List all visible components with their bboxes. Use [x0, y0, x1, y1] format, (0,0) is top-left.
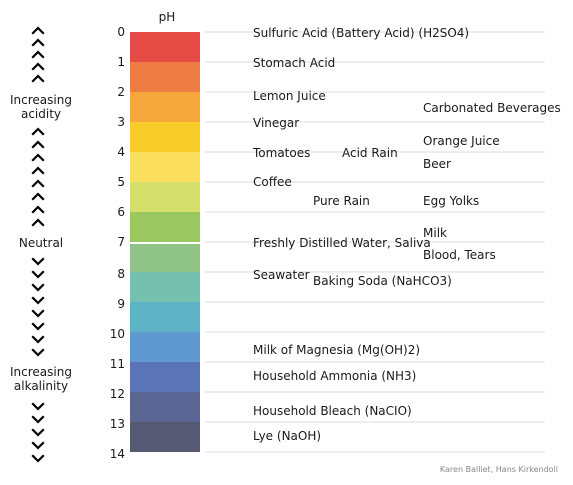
ph-band-1	[130, 62, 200, 92]
chevron-up-icon	[31, 179, 45, 188]
substance-label: Household Bleach (NaCIO)	[253, 404, 412, 418]
gridlines	[205, 31, 545, 453]
chevron-down-icon	[31, 257, 45, 266]
chevron-down-icon	[31, 454, 45, 463]
ph-tick-14: 14	[110, 447, 125, 461]
ph-band-12	[130, 392, 200, 422]
substance-labels: Sulfuric Acid (Battery Acid) (H2SO4) Sto…	[252, 26, 561, 443]
ph-band-6	[130, 212, 200, 242]
chevron-up-icon	[31, 74, 45, 83]
ph-band-11	[130, 362, 200, 392]
chevron-down-icon	[31, 309, 45, 318]
substance-label: Household Ammonia (NH3)	[253, 369, 416, 383]
chevron-up-icon	[31, 218, 45, 227]
substance-label: Blood, Tears	[423, 248, 496, 262]
neutral-label: Neutral	[19, 236, 63, 250]
ph-tick-12: 12	[110, 387, 125, 401]
increasing-acidity-arrows	[31, 26, 45, 227]
ph-tick-5: 5	[117, 175, 125, 189]
ph-tick-8: 8	[117, 267, 125, 281]
chevron-down-icon	[31, 283, 45, 292]
chevron-up-icon	[31, 62, 45, 71]
ph-tick-7: 7	[117, 235, 125, 249]
chevron-down-icon	[31, 402, 45, 411]
ph-tick-9: 9	[117, 297, 125, 311]
ph-band-4	[130, 152, 200, 182]
chevron-up-icon	[31, 38, 45, 47]
ph-color-bar	[130, 32, 200, 452]
substance-label: Carbonated Beverages	[423, 101, 561, 115]
substance-label: Sulfuric Acid (Battery Acid) (H2SO4)	[253, 26, 469, 40]
chevron-up-icon	[31, 127, 45, 136]
ph-band-3	[130, 122, 200, 152]
substance-label: Milk	[423, 226, 447, 240]
ph-tick-2: 2	[117, 85, 125, 99]
acidity-label-line-2: acidity	[21, 107, 61, 121]
substance-label: Freshly Distilled Water, Saliva	[253, 236, 431, 250]
chevron-down-icon	[31, 335, 45, 344]
acidity-label-line-1: Increasing	[10, 93, 72, 107]
substance-label: Tomatoes	[252, 146, 310, 160]
ph-tick-13: 13	[110, 417, 125, 431]
ph-band-9	[130, 302, 200, 332]
chevron-up-icon	[31, 50, 45, 59]
credit-text: Karen Balliet, Hans Kirkendoll	[440, 465, 558, 474]
ph-tick-labels: 0 1 2 3 4 5 6 7 8 9 10 11 12 13 14	[110, 25, 125, 461]
ph-tick-1: 1	[117, 55, 125, 69]
ph-band-0	[130, 32, 200, 62]
chevron-up-icon	[31, 205, 45, 214]
chevron-down-icon	[31, 348, 45, 357]
ph-header: pH	[159, 10, 176, 24]
chevron-down-icon	[31, 415, 45, 424]
chevron-down-icon	[31, 441, 45, 450]
ph-tick-4: 4	[117, 145, 125, 159]
ph-tick-6: 6	[117, 205, 125, 219]
ph-band-5	[130, 182, 200, 212]
chevron-up-icon	[31, 166, 45, 175]
substance-label: Orange Juice	[423, 134, 500, 148]
ph-band-7	[130, 242, 200, 272]
chevron-down-icon	[31, 322, 45, 331]
ph-tick-0: 0	[117, 25, 125, 39]
substance-label: Beer	[423, 157, 451, 171]
substance-label: Seawater	[253, 268, 310, 282]
substance-label: Pure Rain	[313, 194, 370, 208]
ph-band-2	[130, 92, 200, 122]
substance-label: Vinegar	[253, 116, 299, 130]
alkalinity-label-line-2: alkalinity	[14, 379, 68, 393]
substance-label: Coffee	[253, 175, 292, 189]
chevron-up-icon	[31, 192, 45, 201]
chevron-up-icon	[31, 153, 45, 162]
substance-label: Egg Yolks	[423, 194, 479, 208]
chevron-up-icon	[31, 26, 45, 35]
chevron-up-icon	[31, 140, 45, 149]
chevron-down-icon	[31, 296, 45, 305]
ph-band-8	[130, 272, 200, 302]
substance-label: Acid Rain	[342, 146, 398, 160]
substance-label: Lye (NaOH)	[253, 429, 321, 443]
chevron-down-icon	[31, 428, 45, 437]
substance-label: Stomach Acid	[253, 56, 335, 70]
ph-band-13	[130, 422, 200, 452]
ph-tick-10: 10	[110, 327, 125, 341]
substance-label: Milk of Magnesia (Mg(OH)2)	[253, 343, 420, 357]
substance-label: Baking Soda (NaHCO3)	[313, 274, 452, 288]
ph-tick-3: 3	[117, 115, 125, 129]
ph-band-10	[130, 332, 200, 362]
substance-label: Lemon Juice	[253, 89, 326, 103]
ph-tick-11: 11	[110, 357, 125, 371]
chevron-down-icon	[31, 270, 45, 279]
increasing-alkalinity-arrows	[31, 257, 45, 463]
alkalinity-label-line-1: Increasing	[10, 365, 72, 379]
